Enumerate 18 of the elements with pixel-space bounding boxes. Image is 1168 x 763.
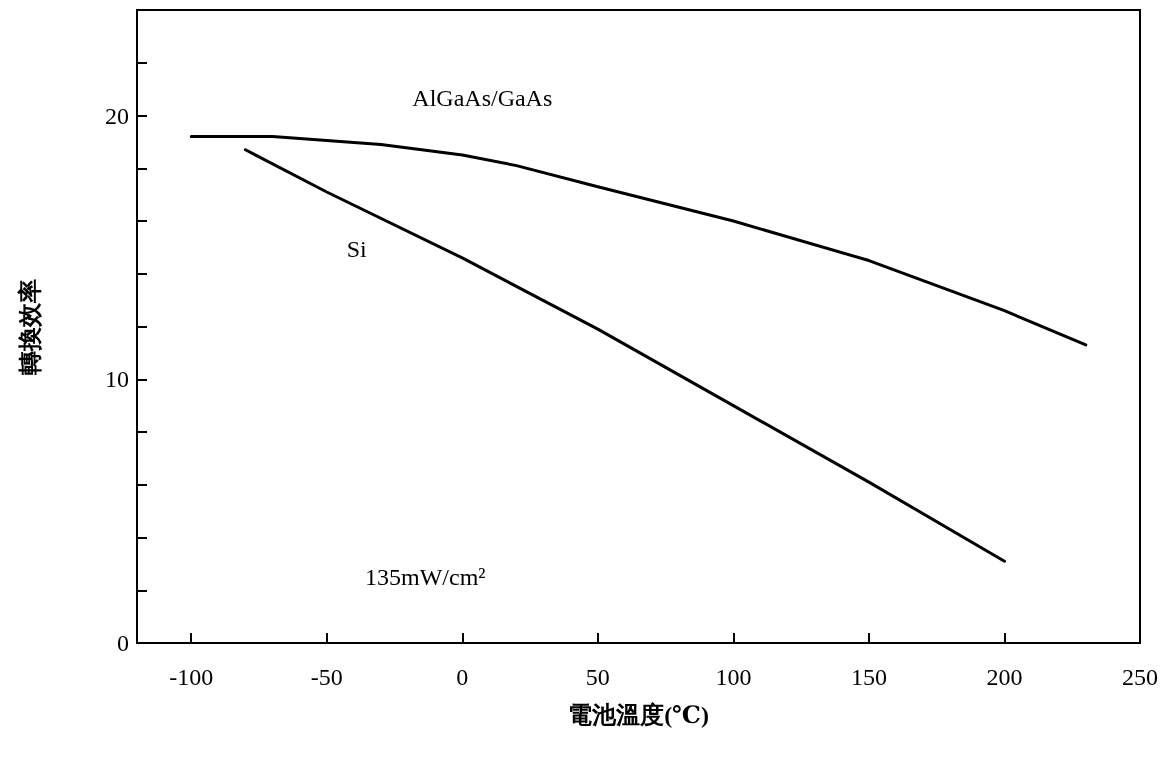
annotation: 135mW/cm² [365,564,486,590]
line-series [189,135,1088,347]
x-tick-label: 50 [585,664,610,690]
x-tick-label: -50 [310,664,343,690]
y-tick-label: 20 [105,102,129,129]
x-tick-label: 200 [986,664,1023,690]
y-tick-label: 10 [105,366,129,393]
y-tick-label: 0 [117,630,129,656]
series-label: Si [346,235,368,262]
x-tick-label: 0 [456,664,469,690]
y-axis-title: 轉換效率 [17,278,43,376]
x-tick-label: -100 [169,664,214,690]
x-tick-label: 100 [715,664,752,690]
x-tick-label: 150 [850,664,887,690]
series-label: AlGaAs/GaAs [412,85,553,112]
line-series [243,148,1006,563]
x-tick-label: 250 [1122,664,1158,690]
x-axis-title: 電池溫度(℃) [568,702,709,728]
